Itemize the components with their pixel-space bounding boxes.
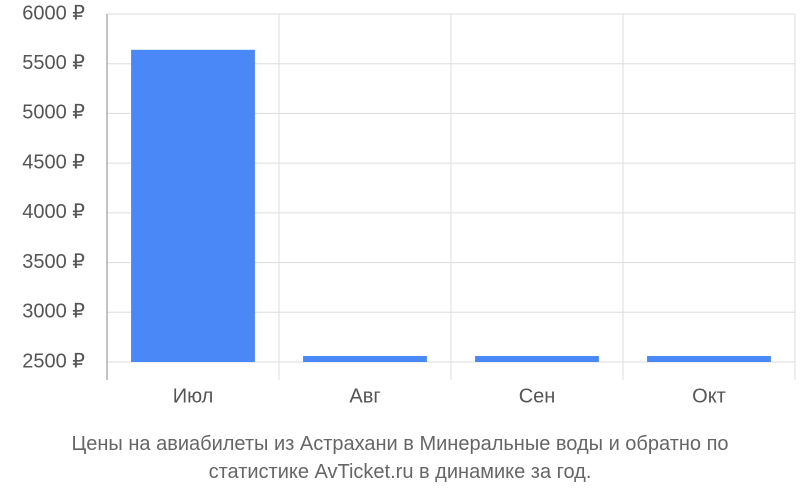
y-tick-label: 4500 ₽ [22, 151, 85, 173]
bar [475, 356, 599, 362]
y-tick-label: 4000 ₽ [22, 201, 85, 223]
y-tick-label: 3500 ₽ [22, 251, 85, 273]
bar [303, 356, 427, 362]
y-tick-label: 2500 ₽ [22, 350, 85, 372]
x-tick-label: Авг [349, 385, 380, 407]
chart: 2500 ₽ 3000 ₽ 3500 ₽ 4000 ₽ 4500 ₽ 5000 ₽ 5500… [22, 2, 796, 407]
y-tick-label: 3000 ₽ [22, 301, 85, 323]
y-tick-label: 6000 ₽ [22, 2, 85, 24]
bar [131, 49, 255, 363]
x-tick-label: Сен [519, 385, 556, 407]
y-tick-label: 5500 ₽ [22, 52, 85, 74]
x-tick-label: Окт [692, 385, 726, 407]
x-tick-label: Июл [173, 385, 214, 407]
chart-title: Цены на авиабилеты из Астрахани в Минера… [71, 433, 729, 483]
y-tick-label: 5000 ₽ [22, 102, 85, 124]
bar [647, 356, 771, 362]
